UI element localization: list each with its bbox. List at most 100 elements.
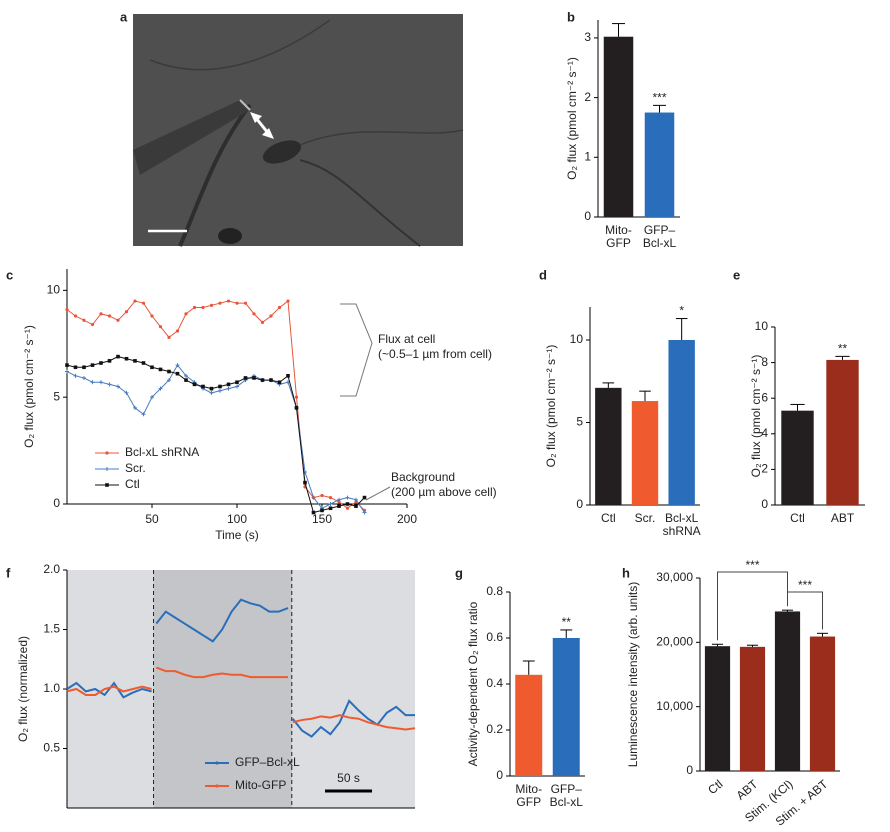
marker xyxy=(150,314,154,318)
x-tick-label: 100 xyxy=(227,512,247,526)
bar xyxy=(809,636,836,771)
marker xyxy=(277,305,282,310)
neurite xyxy=(299,129,464,146)
scale-bar-label: 50 s xyxy=(337,771,360,785)
marker xyxy=(116,384,120,389)
x-tick-label: GFP xyxy=(516,795,541,809)
y-tick-label: 2 xyxy=(584,90,591,104)
marker xyxy=(209,386,214,391)
marker xyxy=(311,495,316,500)
marker xyxy=(328,502,333,506)
y-tick-label: 10 xyxy=(570,332,584,346)
marker xyxy=(192,305,197,310)
significance-label: *** xyxy=(745,558,759,572)
marker xyxy=(328,495,333,500)
y-tick-label: 2 xyxy=(761,462,768,476)
x-tick-label: Bcl-xL xyxy=(643,236,677,250)
bar xyxy=(826,359,859,505)
x-tick-label: Bcl-xL xyxy=(550,795,584,809)
marker xyxy=(354,504,358,508)
marker xyxy=(175,329,180,333)
marker xyxy=(124,390,129,395)
marker xyxy=(82,375,86,380)
marker xyxy=(218,384,222,389)
marker xyxy=(269,378,273,382)
panel-label: d xyxy=(539,267,547,282)
marker xyxy=(215,761,219,765)
y-tick-label: 0.6 xyxy=(486,630,503,644)
marker xyxy=(320,493,324,498)
marker xyxy=(167,369,171,374)
y-tick-label: 10 xyxy=(755,319,769,333)
x-tick-label: Mito- xyxy=(605,223,632,237)
bar xyxy=(631,401,659,505)
marker xyxy=(345,495,350,500)
marker xyxy=(286,299,290,303)
marker xyxy=(167,335,171,339)
pipette-tip xyxy=(239,99,251,111)
x-tick-label: GFP xyxy=(606,236,631,250)
marker xyxy=(124,310,129,314)
legend-label: Ctl xyxy=(125,477,140,491)
micrograph xyxy=(133,14,464,247)
legend-label: Mito-GFP xyxy=(235,778,286,792)
y-axis-label: O₂ flux (pmol cm⁻² s⁻¹) xyxy=(749,355,763,478)
marker xyxy=(107,314,112,318)
marker xyxy=(337,500,341,504)
marker xyxy=(218,301,222,305)
x-tick-label: GFP– xyxy=(551,782,583,796)
significance-bracket xyxy=(787,591,823,630)
marker xyxy=(90,322,95,327)
neurite xyxy=(149,19,331,71)
annotation: Background xyxy=(391,470,455,484)
y-tick-label: 30,000 xyxy=(656,570,693,584)
marker xyxy=(215,784,219,788)
y-tick-label: 6 xyxy=(761,390,768,404)
marker xyxy=(260,378,265,382)
marker xyxy=(337,504,341,508)
marker xyxy=(226,386,231,391)
marker xyxy=(209,303,214,307)
x-tick-label: 50 xyxy=(145,512,159,526)
annotation-bracket xyxy=(340,303,373,397)
annotation: (200 µm above cell) xyxy=(391,485,497,499)
x-tick-label: Ctl xyxy=(705,777,725,797)
significance-bracket xyxy=(717,571,788,641)
marker xyxy=(141,361,146,365)
y-axis-label: O₂ flux (pmol cm⁻² s⁻¹) xyxy=(544,345,558,468)
bar xyxy=(552,638,580,776)
x-tick-label: 200 xyxy=(397,512,417,526)
y-axis-label: Luminescence intensity (arb. units) xyxy=(626,582,640,767)
legend-label: Bcl-xL shRNA xyxy=(125,445,199,459)
marker xyxy=(65,363,69,367)
panel-label: f xyxy=(6,565,11,580)
marker xyxy=(99,361,103,365)
x-tick-label: ABT xyxy=(831,511,855,525)
marker xyxy=(141,412,146,417)
marker xyxy=(73,365,78,370)
bar xyxy=(781,410,814,505)
y-tick-label: 3 xyxy=(584,30,591,44)
marker xyxy=(345,502,350,506)
y-tick-label: 5 xyxy=(53,389,60,403)
marker xyxy=(90,380,95,385)
marker xyxy=(209,390,214,395)
marker xyxy=(303,480,307,485)
marker xyxy=(175,371,180,376)
y-tick-label: 2.0 xyxy=(43,562,60,576)
x-tick-label: ABT xyxy=(734,777,761,803)
y-tick-label: 0 xyxy=(576,497,583,511)
marker xyxy=(243,301,248,305)
significance-label: *** xyxy=(798,578,812,592)
y-tick-label: 5 xyxy=(576,415,583,429)
marker xyxy=(105,483,109,487)
stimulus-band xyxy=(153,570,292,808)
marker xyxy=(116,354,120,359)
marker xyxy=(133,359,137,363)
y-tick-label: 0 xyxy=(584,209,591,223)
marker xyxy=(150,395,154,400)
y-tick-label: 10 xyxy=(47,283,61,297)
